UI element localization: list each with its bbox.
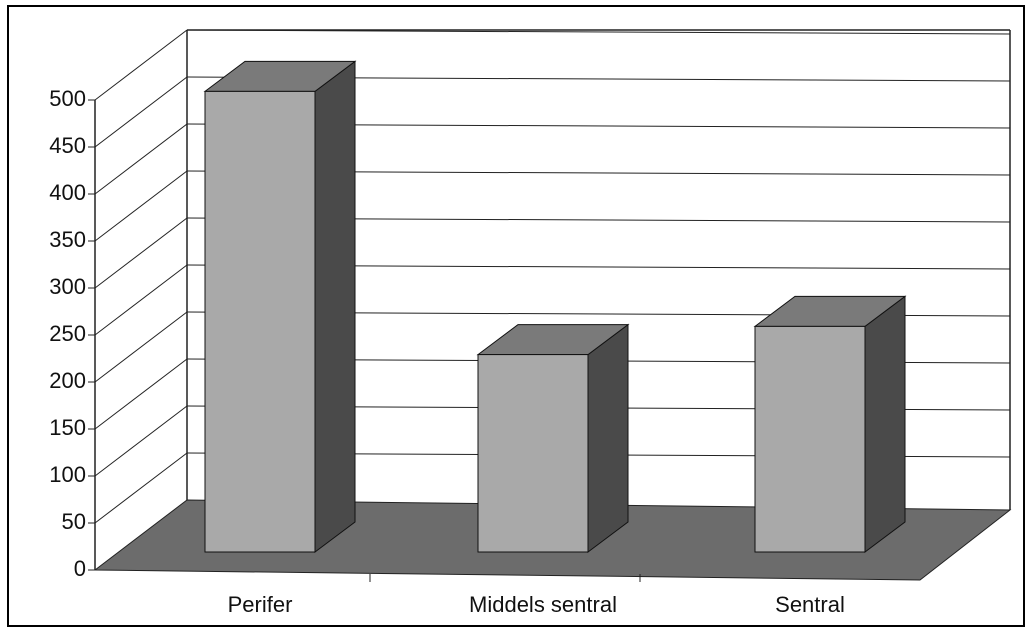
bar-side bbox=[587, 323, 629, 553]
y-tick-label: 200 bbox=[49, 368, 86, 393]
grid-line bbox=[94, 217, 188, 289]
bar bbox=[754, 325, 866, 553]
y-tick-label: 0 bbox=[74, 556, 86, 581]
bar bbox=[477, 354, 589, 553]
x-tick-label: Sentral bbox=[775, 592, 845, 617]
grid-line bbox=[94, 76, 188, 148]
y-tick-label: 250 bbox=[49, 321, 86, 346]
grid-line bbox=[94, 405, 188, 477]
grid-line bbox=[94, 170, 188, 242]
y-tick-label: 500 bbox=[49, 86, 86, 111]
y-tick-label: 50 bbox=[62, 509, 86, 534]
grid-line bbox=[94, 29, 188, 101]
y-tick-label: 100 bbox=[49, 462, 86, 487]
grid-line bbox=[94, 123, 188, 195]
y-tick-label: 400 bbox=[49, 180, 86, 205]
grid-line bbox=[94, 264, 188, 336]
grid-line bbox=[94, 358, 188, 430]
grid-line bbox=[94, 452, 188, 524]
x-tick-label: Middels sentral bbox=[469, 592, 617, 617]
y-tick-label: 300 bbox=[49, 274, 86, 299]
bar bbox=[204, 90, 316, 553]
grid-line bbox=[94, 311, 188, 383]
y-tick-label: 150 bbox=[49, 415, 86, 440]
y-tick-label: 350 bbox=[49, 227, 86, 252]
frame bbox=[7, 5, 1025, 627]
x-tick-label: Perifer bbox=[228, 592, 293, 617]
bar-side bbox=[314, 60, 356, 553]
bar-side bbox=[864, 295, 906, 553]
grid-line bbox=[186, 29, 1011, 35]
y-tick-label: 450 bbox=[49, 133, 86, 158]
